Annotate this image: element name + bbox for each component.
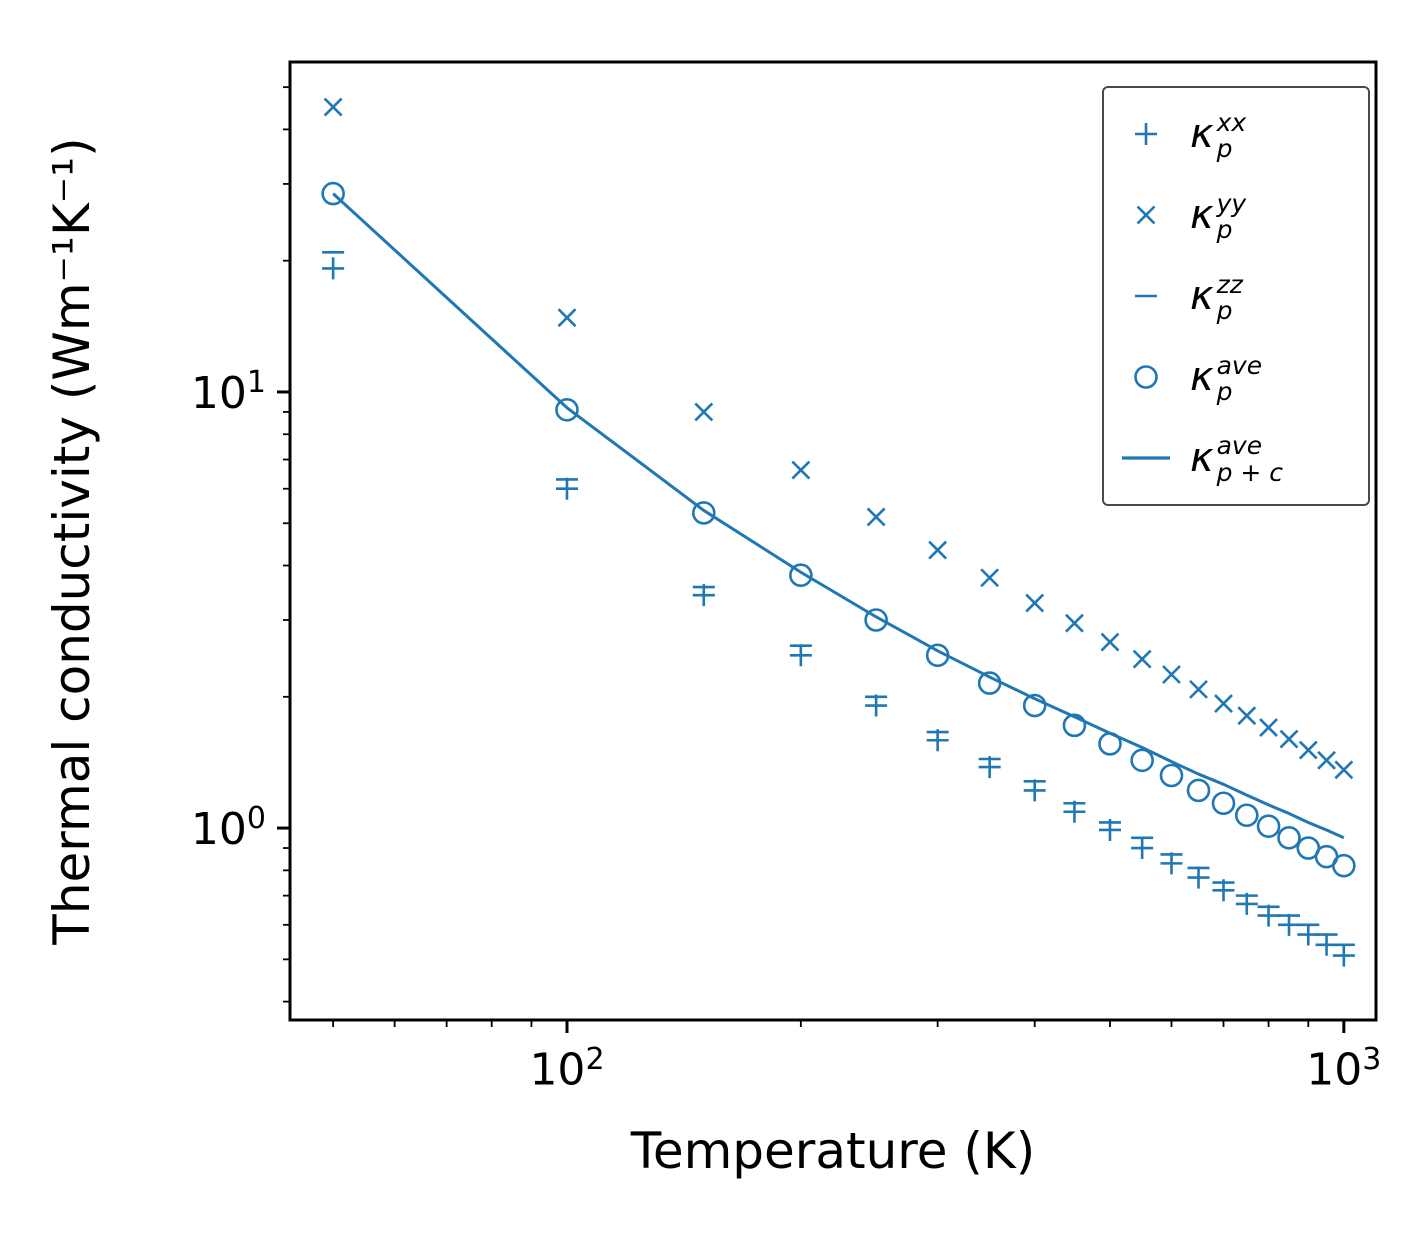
tick-base: 10 — [190, 367, 247, 419]
kappa-symbol: κ — [1190, 272, 1214, 319]
subscript: p — [1216, 295, 1233, 325]
tick-base: 10 — [190, 803, 247, 855]
tick-exponent: 1 — [246, 365, 266, 401]
subscript: p + c — [1216, 457, 1284, 487]
tick-exponent: 2 — [585, 1042, 605, 1077]
y-tick-label: 100 — [191, 801, 266, 855]
legend-entry: κ ave p — [1114, 350, 1362, 406]
kappa-indices: ave p — [1216, 350, 1263, 406]
legend-label: κ yy p — [1190, 188, 1247, 245]
x-marker-icon — [1136, 205, 1156, 225]
superscript: ave — [1216, 431, 1263, 461]
legend-entry: κ zz p — [1114, 269, 1362, 325]
kappa-indices: zz p — [1216, 269, 1243, 325]
plus-marker-icon — [1135, 123, 1157, 146]
y-tick-label: 101 — [191, 365, 266, 419]
x-tick-label: 103 — [1306, 1042, 1381, 1096]
line-marker-icon — [1122, 455, 1170, 460]
tick-base: 10 — [529, 1044, 586, 1096]
kappa-symbol: κ — [1190, 192, 1214, 239]
legend-entry: κ xx p — [1114, 108, 1362, 164]
kappa-symbol: κ — [1190, 111, 1214, 158]
legend-label: κ zz p — [1190, 269, 1243, 325]
kappa-indices: ave p + c — [1217, 433, 1283, 486]
hline-marker-icon — [1135, 294, 1157, 298]
tick-exponent: 3 — [1362, 1042, 1382, 1077]
x-tick-label: 102 — [529, 1042, 604, 1096]
x-axis-title: Temperature (K) — [630, 1122, 1036, 1180]
tick-exponent: 0 — [246, 801, 266, 837]
superscript: ave — [1216, 350, 1263, 380]
legend: κ xx p κ yy p κ zz p κ ave p κ ave p + c — [1102, 86, 1370, 506]
superscript: yy — [1216, 188, 1247, 218]
legend-label: κ ave p — [1190, 350, 1263, 406]
superscript: xx — [1216, 108, 1247, 138]
legend-label: κ ave p + c — [1190, 431, 1283, 486]
subscript: p — [1216, 134, 1233, 164]
kappa-symbol: κ — [1190, 434, 1214, 481]
superscript: zz — [1216, 269, 1243, 299]
y-axis-title: Thermal conductivity (Wm⁻¹K⁻¹) — [43, 137, 101, 945]
kappa-symbol: κ — [1190, 353, 1214, 400]
subscript: p — [1216, 376, 1233, 406]
kappa-indices: yy p — [1216, 188, 1247, 245]
tick-base: 10 — [1306, 1044, 1363, 1096]
legend-label: κ xx p — [1190, 108, 1247, 164]
circle-marker-icon — [1134, 364, 1158, 389]
subscript: p — [1216, 215, 1233, 245]
legend-entry: κ ave p + c — [1114, 431, 1362, 486]
legend-entry: κ yy p — [1114, 188, 1362, 245]
kappa-indices: xx p — [1216, 108, 1247, 164]
